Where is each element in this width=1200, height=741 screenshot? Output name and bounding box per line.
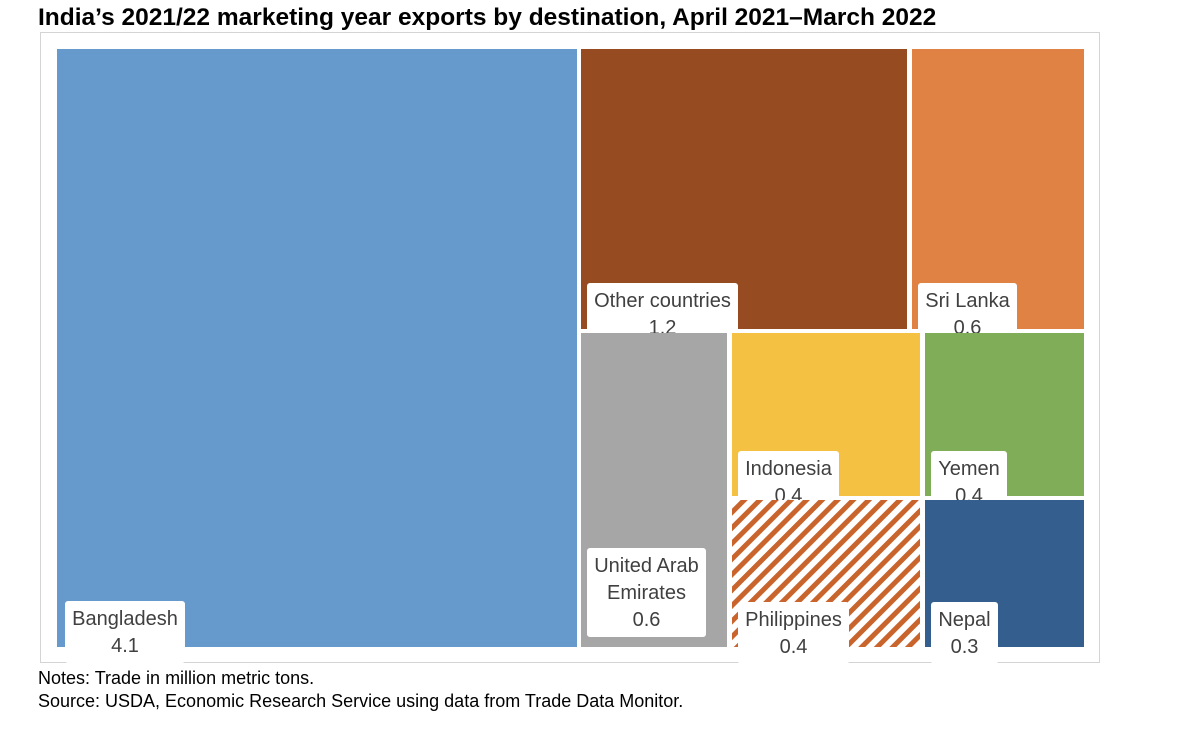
notes-text: Notes: Trade in million metric tons. — [38, 668, 315, 688]
treemap-rect-sri-lanka — [912, 49, 1084, 329]
label-box-yemen — [931, 451, 1007, 513]
treemap-rect-bangladesh — [57, 49, 577, 647]
label-box-other-countries — [587, 283, 738, 345]
treemap-cell-united-arab-emirates: United Arab Emirates 0.6 — [581, 333, 727, 647]
value-label-bangladesh: 4.1 — [111, 635, 139, 657]
name-label-united-arab-emirates: Emirates — [607, 582, 686, 604]
chart-title: India’s 2021/22 marketing year exports b… — [38, 4, 937, 31]
value-label-united-arab-emirates: 0.6 — [633, 609, 661, 631]
value-label-philippines: 0.4 — [780, 636, 808, 658]
name-label-indonesia: Indonesia — [745, 458, 833, 480]
treemap-rect-other-countries — [581, 49, 907, 329]
label-box-nepal — [931, 602, 998, 664]
name-label-united-arab-emirates: United Arab — [594, 555, 699, 577]
source-text: Source: USDA, Economic Research Service … — [38, 691, 684, 711]
name-label-yemen: Yemen — [938, 458, 1000, 480]
value-label-nepal: 0.3 — [951, 636, 979, 658]
name-label-philippines: Philippines — [745, 609, 842, 631]
name-label-bangladesh: Bangladesh — [72, 608, 178, 630]
label-box-indonesia — [738, 451, 839, 513]
treemap-cell-bangladesh: Bangladesh 4.1 — [57, 49, 577, 663]
label-box-bangladesh — [65, 601, 185, 663]
name-label-sri-lanka: Sri Lanka — [925, 290, 1010, 312]
label-box-united-arab-emirates — [587, 548, 706, 637]
label-box-philippines — [738, 602, 849, 664]
chart-notes: Notes: Trade in million metric tons. Sou… — [38, 667, 683, 713]
name-label-other-countries: Other countries — [594, 290, 731, 312]
name-label-nepal: Nepal — [938, 609, 990, 631]
treemap-cell-nepal: Nepal 0.3 — [925, 500, 1084, 664]
chart-frame: Bangladesh 4.1 Other countries 1.2 Sri Lanka… — [40, 32, 1100, 664]
label-box-sri-lanka — [918, 283, 1017, 345]
treemap-cell-philippines: Philippines 0.4 — [732, 500, 920, 664]
